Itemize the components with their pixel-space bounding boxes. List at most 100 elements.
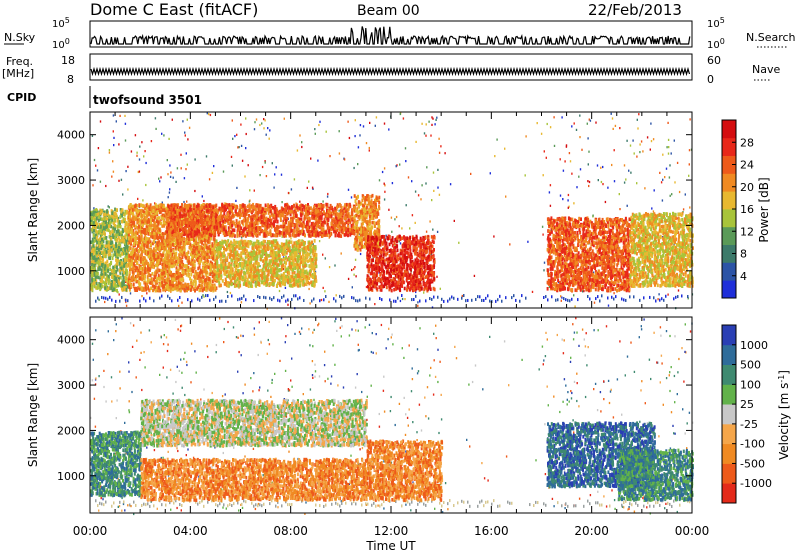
echo-cell [541, 133, 542, 135]
echo-cell [194, 158, 195, 160]
echo-cell [157, 247, 159, 251]
echo-cell [185, 168, 186, 170]
echo-cell [101, 284, 103, 288]
echo-cell [574, 122, 575, 124]
echo-cell [128, 212, 130, 216]
echo-cell [113, 130, 114, 132]
echo-cell [162, 246, 164, 250]
echo-cell [578, 176, 579, 178]
echo-cell [222, 220, 224, 224]
echo-cell [265, 204, 267, 208]
echo-cell [100, 181, 101, 183]
echo-cell [403, 117, 404, 119]
echo-cell [121, 266, 123, 270]
echo-cell [413, 298, 415, 301]
echo-cell [287, 304, 288, 306]
echo-cell [117, 219, 119, 223]
echo-cell [190, 288, 192, 292]
echo-cell [114, 237, 116, 241]
echo-cell [437, 169, 438, 171]
echo-cell [163, 264, 165, 268]
echo-cell [505, 296, 507, 299]
echo-cell [121, 261, 123, 265]
echo-cell [187, 269, 189, 273]
echo-cell [566, 144, 567, 146]
echo-cell [580, 168, 581, 170]
echo-cell [95, 300, 97, 303]
echo-cell [132, 256, 134, 260]
echo-cell [134, 237, 136, 241]
echo-cell [420, 198, 421, 200]
echo-cell [601, 181, 602, 183]
noise-sky-trace [91, 26, 690, 44]
echo-cell [209, 251, 211, 255]
echo-cell [140, 271, 142, 275]
echo-cell [170, 244, 172, 248]
echo-cell [116, 268, 118, 272]
echo-cell [126, 221, 128, 225]
echo-cell [112, 257, 114, 261]
echo-cell [101, 218, 103, 222]
echo-cell [116, 230, 118, 234]
echo-cell [621, 297, 623, 300]
echo-cell [634, 152, 635, 154]
echo-cell [561, 116, 562, 118]
echo-cell [152, 235, 154, 239]
echo-cell [366, 286, 367, 288]
echo-cell [154, 285, 156, 289]
echo-cell [209, 282, 211, 286]
echo-cell [619, 127, 620, 129]
echo-cell [105, 255, 107, 259]
echo-cell [636, 156, 637, 158]
echo-cell [158, 216, 160, 220]
echo-cell [101, 238, 103, 242]
echo-cell [322, 254, 323, 256]
echo-cell [546, 157, 547, 159]
echo-cell [150, 274, 152, 278]
echo-cell [663, 299, 665, 302]
nave-label: Nave [752, 63, 780, 76]
echo-cell [415, 295, 417, 298]
echo-cell [429, 297, 431, 300]
echo-cell [116, 289, 118, 293]
echo-cell [437, 296, 439, 299]
echo-cell [280, 225, 282, 229]
echo-cell [324, 290, 325, 292]
echo-cell [551, 295, 553, 298]
cpid-program: twofsound 3501 [93, 93, 202, 107]
echo-cell [136, 155, 137, 157]
echo-cell [96, 247, 98, 251]
echo-cell [195, 279, 197, 283]
echo-cell [158, 269, 160, 273]
echo-cell [291, 188, 292, 190]
echo-cell [173, 177, 174, 179]
echo-cell [112, 266, 114, 270]
echo-cell [288, 229, 290, 233]
echo-cell [135, 269, 137, 273]
echo-cell [607, 296, 609, 299]
echo-cell [627, 205, 628, 207]
echo-cell [592, 215, 593, 217]
echo-cell [662, 154, 663, 156]
echo-cell [183, 237, 185, 241]
echo-cell [619, 208, 620, 210]
echo-cell [230, 292, 231, 294]
echo-cell [163, 224, 165, 228]
echo-cell [162, 285, 164, 289]
echo-cell [415, 222, 416, 224]
echo-cell [183, 201, 184, 203]
echo-cell [436, 117, 437, 119]
echo-cell [126, 210, 128, 214]
echo-cell [689, 118, 690, 120]
echo-cell [353, 274, 354, 276]
echo-cell [632, 140, 633, 142]
echo-cell [151, 277, 153, 281]
echo-cell [135, 217, 137, 221]
echo-cell [118, 143, 119, 145]
echo-cell [280, 215, 282, 219]
echo-cell [177, 256, 179, 260]
echo-cell [233, 220, 235, 224]
echo-cell [212, 257, 214, 261]
echo-cell [299, 296, 301, 299]
echo-cell [232, 138, 233, 140]
